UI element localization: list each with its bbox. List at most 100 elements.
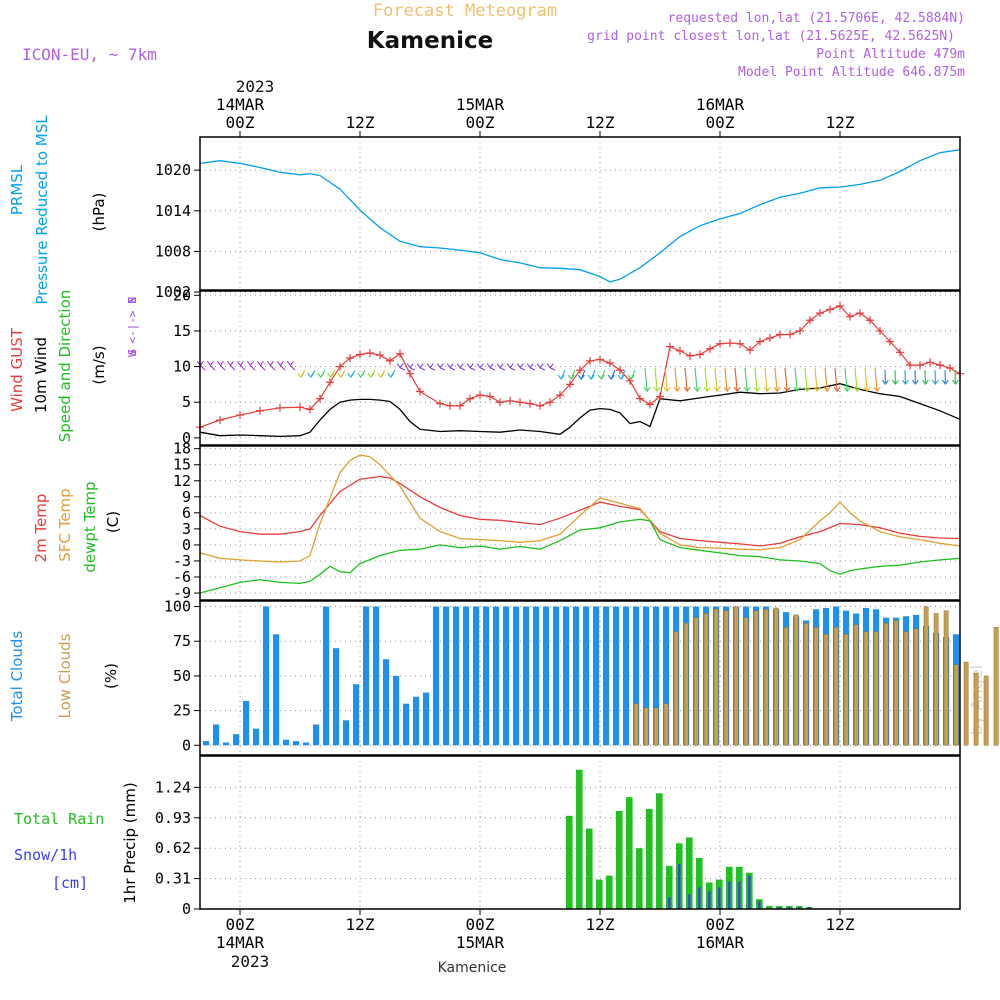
gust-marker — [866, 316, 874, 325]
y-tick-label: -9 — [173, 584, 191, 602]
low-cloud-bar — [793, 614, 799, 746]
gust-marker — [336, 362, 344, 371]
wind-direction-arrowhead — [546, 363, 554, 369]
total-cloud-bar — [513, 606, 520, 746]
wind-direction-arrow — [814, 367, 818, 392]
wind-direction-arrowhead — [643, 386, 651, 393]
pressure-label-long: Pressure Reduced to MSL — [33, 115, 51, 305]
snow-bar — [698, 887, 701, 909]
gust-marker — [346, 354, 354, 363]
total-cloud-bar — [663, 606, 670, 746]
footer-location: Kamenice — [438, 960, 507, 976]
low-cloud-bar — [763, 609, 769, 746]
wind-direction-arrowhead — [803, 386, 811, 393]
low-cloud-bar — [673, 631, 679, 746]
bottom-hour-label: 12Z — [586, 915, 615, 934]
pressure-label-short: PRMSL — [8, 164, 26, 215]
total-cloud-bar — [563, 606, 570, 746]
wind10m-line — [199, 383, 961, 438]
total-cloud-bar — [283, 739, 290, 746]
total-cloud-bar — [613, 606, 620, 746]
gust-marker — [306, 405, 314, 414]
bottom-hour-label: 12Z — [346, 915, 375, 934]
y-tick-label: 0.62 — [155, 839, 191, 857]
total-cloud-bar — [623, 606, 630, 746]
gust-marker — [566, 380, 574, 389]
gust-label: Wind GUST — [8, 327, 26, 412]
wind-direction-arrow — [654, 367, 658, 392]
wind-direction-arrow — [249, 364, 256, 371]
wind-direction-arrowhead — [476, 363, 484, 369]
total-cloud-bar — [303, 742, 310, 746]
wind-direction-arrow — [199, 364, 206, 371]
bottom-hour-label: 12Z — [826, 915, 855, 934]
gust-marker — [616, 366, 624, 375]
bottom-year: 2023 — [231, 952, 270, 971]
temp-unit-label: (C) — [104, 511, 122, 533]
wind-direction-arrowhead — [743, 386, 751, 393]
rain-bar — [666, 865, 673, 909]
wind-direction-arrowhead — [843, 386, 851, 393]
gust-marker — [506, 396, 514, 405]
wind-direction-arrowhead — [307, 372, 315, 379]
rain-bar — [636, 848, 643, 909]
low-cloud-bar — [873, 631, 879, 746]
y-tick-label: 1002 — [155, 283, 191, 301]
wind-direction-arrowhead — [693, 386, 701, 393]
direction-legend-s: S — [126, 349, 139, 356]
wind-direction-arrow — [854, 367, 858, 392]
wind-direction-arrowhead — [496, 363, 504, 369]
low-cloud-bar — [823, 634, 829, 746]
top-date-label: 14MAR — [216, 95, 265, 114]
top-hour-label: 12Z — [346, 113, 375, 132]
low-cloud-bar — [733, 606, 739, 746]
gust-marker — [746, 346, 754, 355]
y-tick-label: 1.24 — [155, 778, 191, 796]
wind-direction-arrow — [724, 367, 728, 392]
wind-direction-arrow — [764, 367, 768, 392]
total-cloud-bar — [533, 606, 540, 746]
gust-marker — [276, 403, 284, 412]
wind-direction-arrowhead — [703, 386, 711, 393]
gust-marker — [546, 398, 554, 407]
wind-direction-arrowhead — [236, 361, 244, 367]
wind-direction-arrow — [239, 364, 246, 371]
gust-marker — [656, 392, 664, 401]
wind-direction-arrowhead — [557, 374, 565, 381]
gust-marker — [716, 339, 724, 348]
wind-direction-arrow — [704, 367, 708, 392]
wind-direction-arrowhead — [286, 361, 294, 367]
gust-marker — [216, 416, 224, 425]
total-cloud-bar — [653, 606, 660, 746]
low-cloud-bar — [953, 664, 959, 746]
panel-frame — [199, 445, 961, 601]
y-tick-label: 1008 — [155, 242, 191, 260]
total-cloud-bar — [643, 606, 650, 746]
gust-marker — [496, 398, 504, 407]
wind-direction-arrowhead — [226, 361, 234, 367]
wind-direction-arrowhead — [456, 363, 464, 369]
low-cloud-bar — [943, 610, 949, 746]
wind-direction-arrowhead — [653, 386, 661, 393]
wind-direction-arrow — [479, 367, 486, 371]
gust-marker — [776, 330, 784, 339]
wind-direction-arrowhead — [773, 386, 781, 393]
gust-marker — [796, 326, 804, 335]
bottom-date-label: 15MAR — [456, 933, 505, 952]
total-cloud-bar — [333, 648, 340, 746]
total-cloud-bar — [543, 606, 550, 746]
total-cloud-bar — [383, 659, 390, 746]
snow-bar — [778, 907, 781, 909]
snow-unit-label: [cm] — [52, 874, 88, 892]
wind-direction-arrowhead — [733, 386, 741, 393]
gust-marker — [236, 411, 244, 420]
wind-direction-arrow — [824, 367, 828, 392]
y-tick-label: -3 — [173, 552, 191, 570]
wind-direction-arrowhead — [763, 386, 771, 393]
gust-marker — [366, 349, 374, 358]
low-cloud-bar — [983, 675, 989, 746]
total-cloud-bar — [373, 606, 380, 746]
wind-direction-arrow — [449, 367, 456, 371]
y-tick-label: 0 — [182, 536, 191, 554]
wind-direction-arrow — [734, 367, 738, 392]
